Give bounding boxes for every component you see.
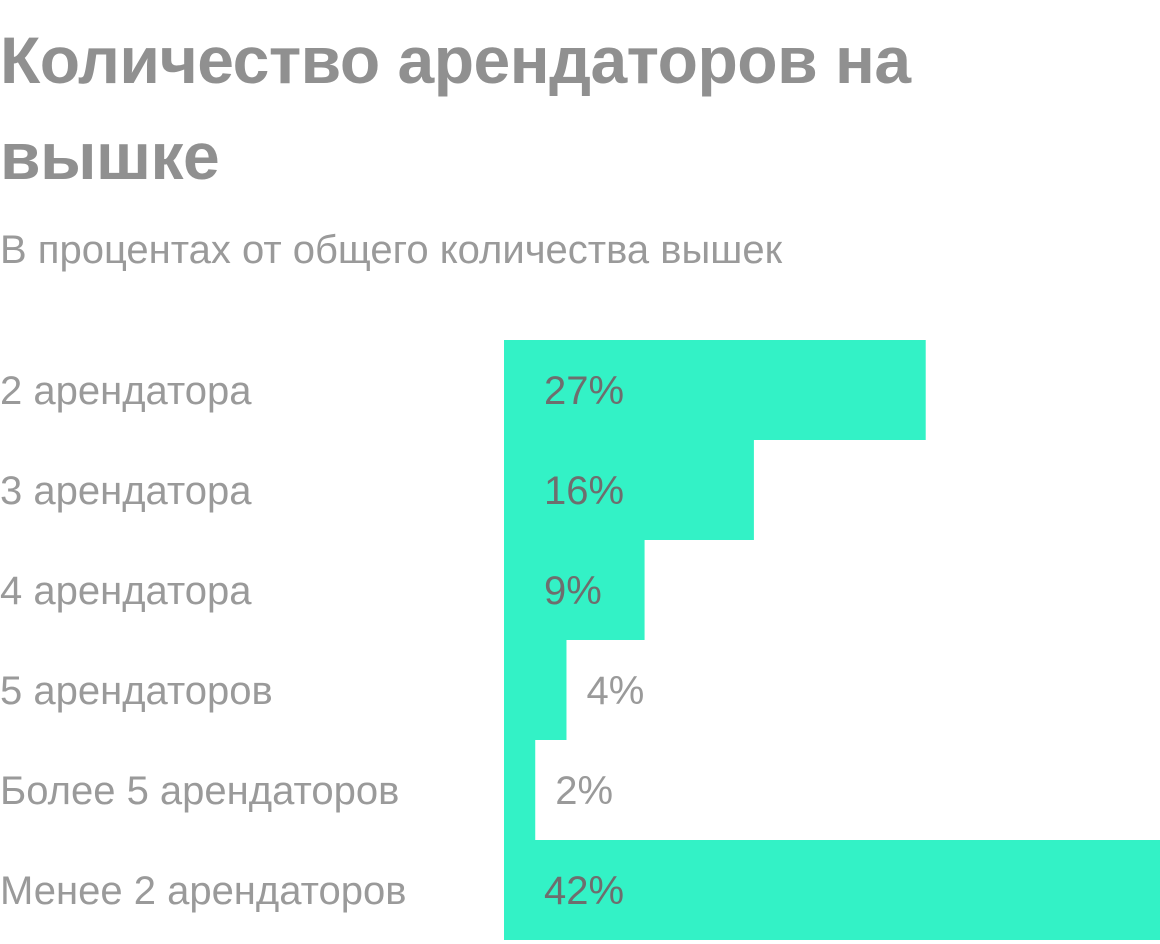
bar bbox=[504, 740, 536, 840]
bar bbox=[504, 640, 567, 740]
category-label: 5 арендаторов bbox=[0, 669, 273, 713]
category-label: 2 арендатора bbox=[0, 369, 252, 413]
category-label: Менее 2 арендаторов bbox=[0, 869, 406, 913]
category-label: Более 5 арендаторов bbox=[0, 769, 399, 813]
category-label: 4 арендатора bbox=[0, 569, 252, 613]
chart-title: Количество арендаторов на вышке bbox=[0, 23, 911, 193]
value-label: 2% bbox=[555, 769, 613, 813]
chart-subtitle: В процентах от общего количества вышек bbox=[0, 228, 783, 272]
value-label: 16% bbox=[544, 469, 624, 513]
value-label: 9% bbox=[544, 569, 602, 613]
bar bbox=[504, 840, 1160, 940]
value-label: 42% bbox=[544, 869, 624, 913]
bar bbox=[504, 340, 926, 440]
bar bbox=[504, 440, 754, 540]
bar bbox=[504, 540, 645, 640]
value-label: 27% bbox=[544, 369, 624, 413]
value-label: 4% bbox=[586, 669, 644, 713]
category-label: 3 арендатора bbox=[0, 469, 252, 513]
